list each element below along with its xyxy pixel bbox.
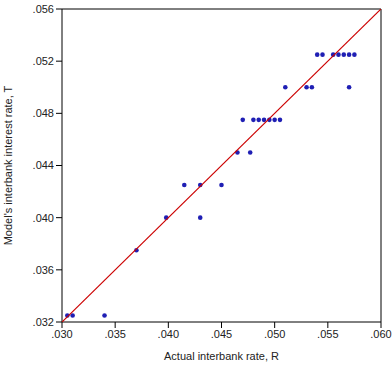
- svg-text:.040: .040: [158, 328, 179, 340]
- svg-text:.055: .055: [317, 328, 338, 340]
- svg-text:.045: .045: [211, 328, 232, 340]
- svg-text:.048: .048: [33, 107, 54, 119]
- svg-text:.030: .030: [51, 328, 72, 340]
- svg-text:.052: .052: [33, 55, 54, 67]
- svg-text:Model's interbank interest rat: Model's interbank interest rate, T: [8, 85, 14, 245]
- svg-text:.035: .035: [104, 328, 125, 340]
- svg-text:.060: .060: [370, 328, 384, 340]
- svg-text:.040: .040: [33, 212, 54, 224]
- svg-text:.036: .036: [33, 264, 54, 276]
- svg-text:.044: .044: [33, 159, 54, 171]
- svg-text:.050: .050: [264, 328, 285, 340]
- svg-text:.056: .056: [33, 3, 54, 15]
- svg-text:Actual interbank rate, R: Actual interbank rate, R: [164, 350, 279, 362]
- svg-text:.032: .032: [33, 316, 54, 328]
